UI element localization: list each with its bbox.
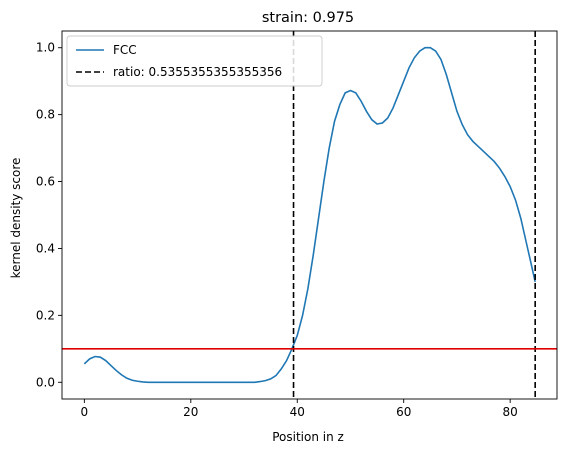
legend-label: ratio: 0.5355355355355356 — [113, 65, 282, 79]
plot-area — [61, 30, 558, 400]
x-axis-label: Position in z — [272, 430, 344, 444]
y-tick-label: 0.0 — [36, 375, 55, 389]
y-tick-label: 0.2 — [36, 308, 55, 322]
y-tick-label: 0.4 — [36, 241, 55, 255]
x-tick-label: 0 — [81, 405, 89, 419]
series-line-0 — [83, 46, 536, 384]
x-tick-label: 40 — [290, 405, 305, 419]
chart-title: strain: 0.975 — [262, 10, 354, 26]
x-tick-label: 20 — [183, 405, 198, 419]
y-tick-label: 0.8 — [36, 108, 55, 122]
legend-box — [66, 35, 323, 87]
y-tick-label: 1.0 — [36, 41, 55, 55]
x-axis: 0 20 40 60 80 — [81, 399, 518, 419]
x-tick-label: 80 — [503, 405, 518, 419]
y-axis: 0.0 0.2 0.4 0.6 0.8 1.0 — [36, 41, 62, 389]
x-tick-label: 60 — [396, 405, 411, 419]
legend: FCC ratio: 0.5355355355355356 — [66, 35, 323, 87]
legend-label: FCC — [113, 43, 137, 57]
y-tick-label: 0.6 — [36, 175, 55, 189]
y-axis-label: kernel density score — [9, 158, 23, 279]
axes-frame — [61, 30, 558, 400]
